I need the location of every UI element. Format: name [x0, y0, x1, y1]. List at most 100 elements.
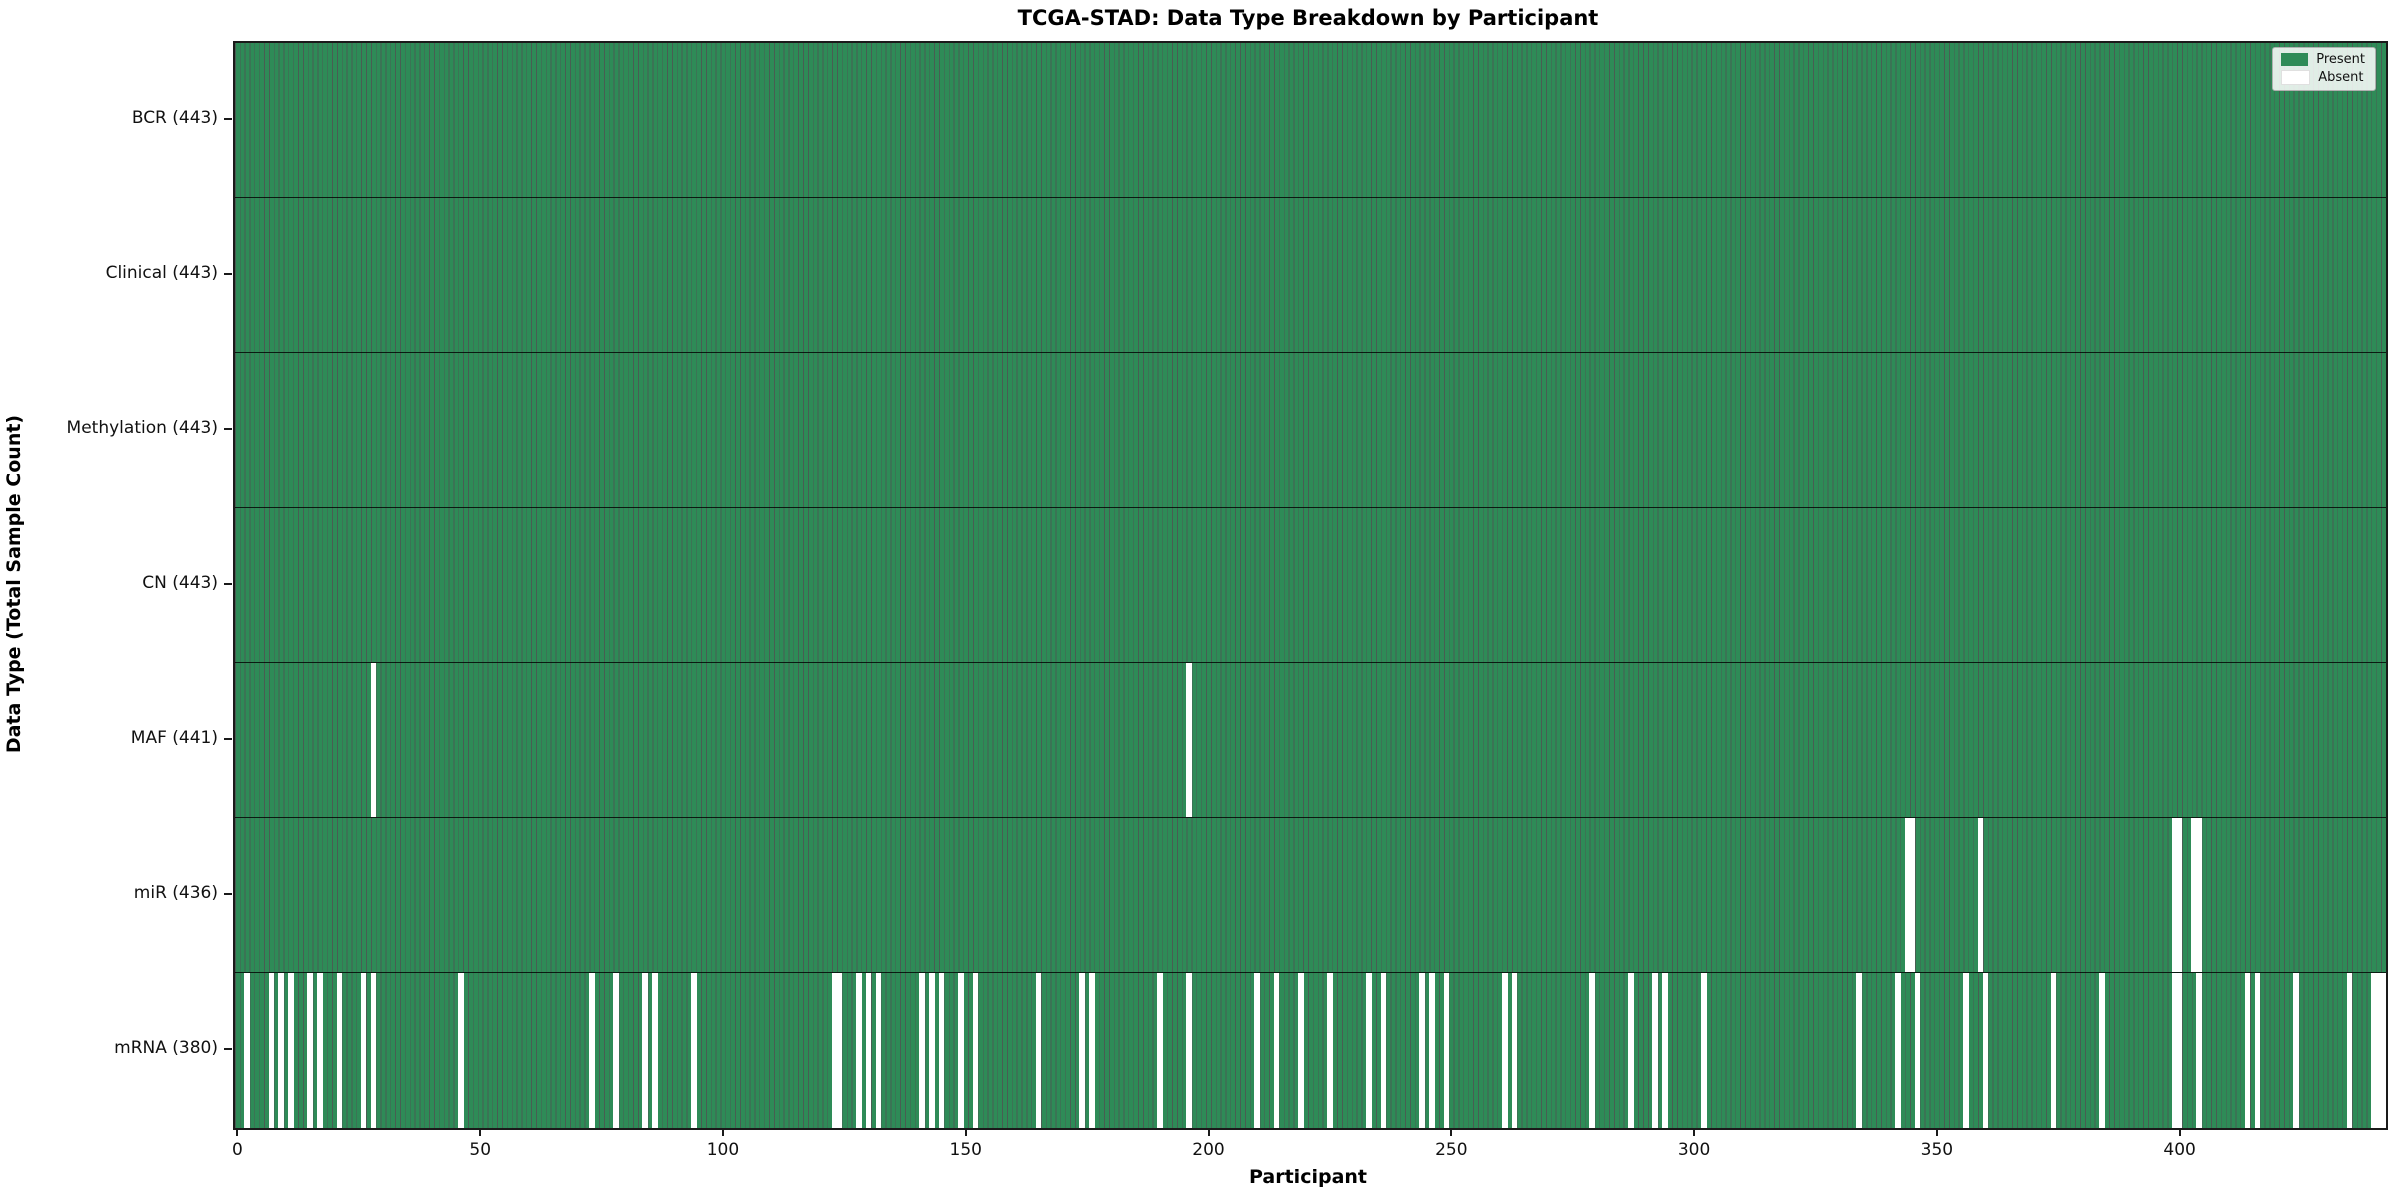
absent-cell [2375, 973, 2382, 1128]
absent-cell [1365, 973, 1372, 1128]
absent-cell [278, 973, 284, 1128]
x-tick-label-150: 150 [949, 1140, 982, 1160]
absent-cell [1273, 973, 1280, 1128]
absent-cell [1186, 663, 1192, 817]
x-tick [2178, 1128, 2181, 1136]
absent-cell [2050, 973, 2057, 1128]
y-tick [224, 117, 232, 120]
absent-cell [652, 973, 658, 1128]
absent-cell [642, 973, 649, 1128]
absent-cell [2191, 818, 2198, 972]
x-tick [479, 1128, 482, 1136]
x-tick [236, 1128, 239, 1136]
absent-cell [1297, 973, 1304, 1128]
absent-cell [2176, 818, 2183, 972]
absent-cell [958, 973, 964, 1128]
absent-cell [1079, 973, 1086, 1128]
absent-cell [1380, 973, 1387, 1128]
x-tick [1207, 1128, 1210, 1136]
y-tick [224, 737, 232, 740]
y-tick-label-methylation: Methylation (443) [66, 417, 218, 438]
absent-cell [1856, 973, 1862, 1128]
x-axis-label: Participant [1248, 1166, 1368, 1188]
absent-cell [589, 973, 595, 1128]
absent-cell [919, 973, 925, 1128]
heatmap-row-mrna [235, 973, 2387, 1128]
y-tick-label-mir: miR (436) [133, 882, 218, 903]
absent-cell [370, 663, 377, 817]
legend-item-absent: Absent [2281, 70, 2365, 85]
absent-cell [1157, 973, 1163, 1128]
absent-cell [288, 973, 294, 1128]
absent-cell [1089, 973, 1095, 1128]
y-tick-label-cn: CN (443) [142, 572, 218, 593]
absent-cell [1443, 973, 1450, 1128]
y-tick [224, 427, 232, 430]
x-tick [721, 1128, 724, 1136]
heatmap-row-mir [235, 818, 2386, 973]
absent-cell [1501, 973, 1508, 1128]
x-tick [964, 1128, 967, 1136]
absent-cell [972, 973, 979, 1128]
absent-cell [2176, 973, 2183, 1128]
heatmap-row-clinical [235, 198, 2386, 353]
absent-cell [831, 973, 838, 1128]
absent-cell [875, 973, 882, 1128]
absent-cell [1977, 818, 1984, 972]
y-tick-label-clinical: Clinical (443) [105, 262, 218, 283]
absent-cell [1429, 973, 1435, 1128]
absent-cell [2346, 973, 2353, 1128]
absent-cell [244, 973, 250, 1128]
heatmap-row-bcr [235, 43, 2386, 198]
absent-cell [2171, 973, 2178, 1128]
y-tick-label-mrna: mRNA (380) [114, 1037, 218, 1058]
y-tick [224, 892, 232, 895]
absent-cell [1254, 973, 1260, 1128]
heatmap-row-maf [235, 663, 2386, 818]
absent-cell [336, 973, 343, 1128]
absent-cell [2293, 973, 2299, 1128]
absent-cell [691, 973, 697, 1128]
absent-cell [1904, 818, 1911, 972]
absent-cell [613, 973, 619, 1128]
absent-cell [370, 973, 377, 1128]
absent-cell [938, 973, 945, 1128]
x-tick-label-250: 250 [1435, 1140, 1468, 1160]
plot-area [233, 41, 2388, 1130]
x-tick-label-200: 200 [1192, 1140, 1225, 1160]
absent-cell [836, 973, 843, 1128]
absent-cell [1895, 973, 1901, 1128]
absent-cell [1914, 973, 1921, 1128]
absent-cell [1982, 973, 1989, 1128]
absent-cell [2380, 973, 2387, 1128]
legend-item-present: Present [2281, 53, 2365, 66]
absent-cell [1909, 818, 1916, 972]
absent-cell [1511, 973, 1518, 1128]
legend-swatch-present [2281, 53, 2309, 66]
absent-cell [2171, 818, 2178, 972]
absent-cell [1186, 973, 1192, 1128]
legend-label: Absent [2318, 70, 2364, 85]
absent-cell [317, 973, 323, 1128]
absent-cell [1327, 973, 1333, 1128]
chart-title: TCGA-STAD: Data Type Breakdown by Partic… [1017, 6, 1599, 30]
absent-cell [360, 973, 367, 1128]
absent-cell [1662, 973, 1668, 1128]
absent-cell [457, 973, 464, 1128]
legend-label: Present [2316, 52, 2365, 67]
absent-cell [2254, 973, 2261, 1128]
absent-cell [268, 973, 275, 1128]
absent-cell [1419, 973, 1425, 1128]
legend: Present Absent [2272, 47, 2376, 91]
absent-cell [1589, 973, 1595, 1128]
absent-cell [2244, 973, 2251, 1128]
absent-cell [1700, 973, 1707, 1128]
x-tick [1935, 1128, 1938, 1136]
heatmap-row-cn [235, 508, 2386, 663]
absent-cell [856, 973, 862, 1128]
absent-cell [2099, 973, 2105, 1128]
x-tick-label-350: 350 [1920, 1140, 1954, 1160]
absent-cell [865, 973, 872, 1128]
x-tick-label-400: 400 [2163, 1140, 2196, 1160]
